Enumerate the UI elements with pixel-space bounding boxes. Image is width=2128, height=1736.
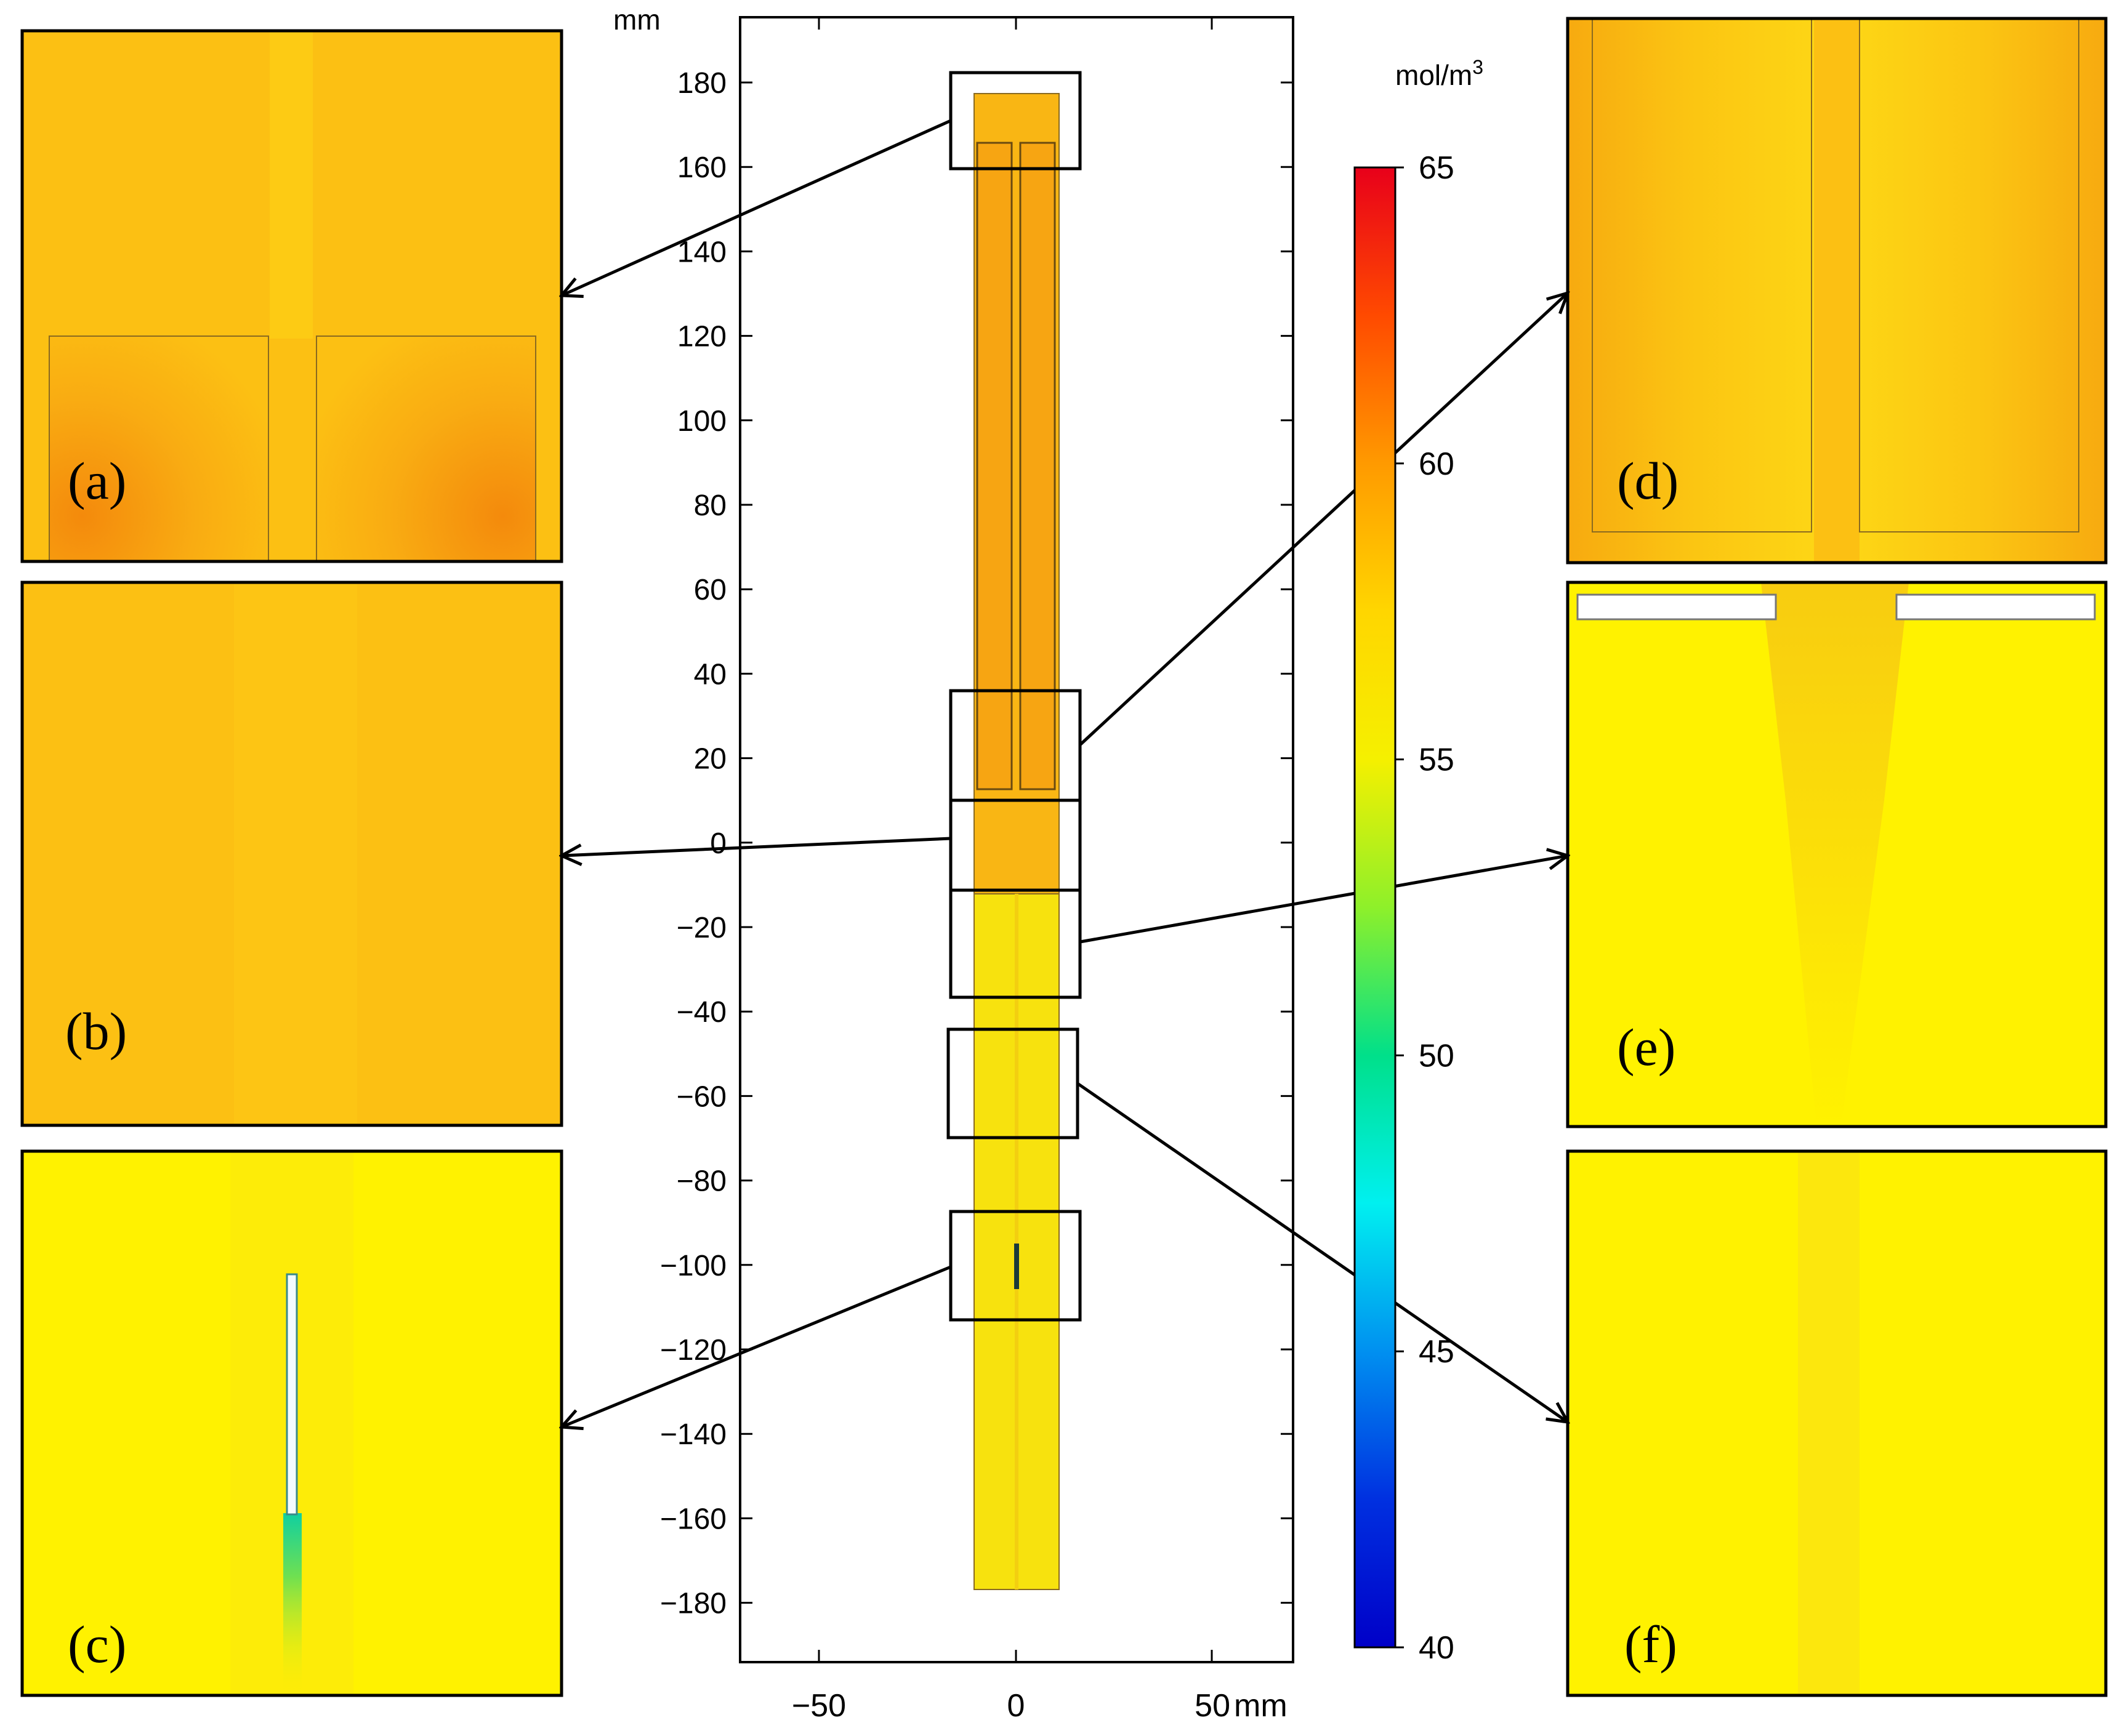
- x-tick-label: 50: [1195, 1688, 1230, 1724]
- y-tick-label: −140: [660, 1418, 727, 1451]
- y-tick-label: −180: [660, 1588, 727, 1620]
- arrow-to-e: [1079, 856, 1568, 944]
- arrow-to-a: [562, 119, 952, 295]
- zoom-box-c: [949, 1210, 1082, 1322]
- x-tick-label: −50: [792, 1688, 846, 1724]
- panel-label-d: (d): [1617, 451, 1679, 510]
- slot-left: [1576, 593, 1777, 621]
- y-tick-label: 180: [677, 67, 727, 100]
- panel-f: (f): [1566, 1149, 2108, 1697]
- panel-b: (b): [20, 581, 563, 1127]
- y-tick-label: −20: [677, 912, 727, 944]
- colorbar-tick-label: 55: [1419, 742, 1454, 778]
- panel-label-e: (e): [1617, 1018, 1675, 1077]
- y-tick-label: −160: [660, 1503, 727, 1535]
- colorbar-unit: mol/m3: [1395, 56, 1483, 91]
- y-tick-label: 40: [694, 658, 727, 691]
- y-tick-label: −60: [677, 1080, 727, 1113]
- upper-insert-right: [1019, 142, 1056, 790]
- y-axis-unit: mm: [613, 4, 661, 36]
- y-tick-label: −120: [660, 1334, 727, 1367]
- panel-a: (a): [20, 29, 563, 563]
- arrow-to-b: [562, 837, 951, 856]
- panel-label-c: (c): [68, 1615, 126, 1674]
- arrow-to-d: [1079, 293, 1568, 746]
- arrow-to-c: [562, 1265, 951, 1427]
- panel-label-f: (f): [1624, 1615, 1677, 1674]
- central-plot: mm 180160140120100806040200−20−40−60−80−…: [613, 4, 1294, 1724]
- y-tick-label: −100: [660, 1250, 727, 1282]
- colorbar-tick-label: 50: [1419, 1038, 1454, 1074]
- y-tick-label: −40: [677, 996, 727, 1029]
- zoom-box-e: [949, 888, 1082, 999]
- colorbar-tick-label: 65: [1419, 150, 1454, 186]
- y-tick-label: 160: [677, 151, 727, 184]
- x-axis-unit: mm: [1234, 1688, 1288, 1724]
- colorbar-tick-label: 60: [1419, 446, 1454, 482]
- panel-label-b: (b): [65, 1002, 127, 1061]
- colorbar-tick-label: 40: [1419, 1630, 1454, 1666]
- lower-probe: [1014, 1244, 1019, 1289]
- colorbar-ticks: 65 60 55 50 45 40: [1395, 150, 1454, 1666]
- probe-slot: [286, 1273, 298, 1516]
- colorbar-gradient: [1353, 166, 1396, 1649]
- panel-label-a: (a): [68, 451, 126, 510]
- upper-insert-left: [976, 142, 1013, 790]
- slot-right: [1895, 593, 2096, 621]
- y-tick-label: −80: [677, 1165, 727, 1198]
- y-tick-label: 60: [694, 574, 727, 606]
- colorbar-tick-label: 45: [1419, 1334, 1454, 1370]
- panel-c: (c): [20, 1149, 563, 1697]
- y-tick-label: 0: [710, 827, 727, 860]
- y-tick-label: 100: [677, 405, 727, 438]
- x-tick-label: 0: [1007, 1688, 1025, 1724]
- panel-d: (d): [1566, 17, 2108, 565]
- arrow-to-f: [1076, 1082, 1568, 1422]
- x-axis-ticks: −50 0 50: [792, 17, 1230, 1724]
- y-tick-label: 120: [677, 321, 727, 353]
- y-tick-label: 80: [694, 489, 727, 522]
- y-axis-ticks: 180160140120100806040200−20−40−60−80−100…: [660, 67, 1293, 1620]
- y-tick-label: 20: [694, 743, 727, 776]
- colorbar: mol/m3 65 60 55 50 45 40: [1353, 56, 1483, 1666]
- callout-arrows: [562, 119, 1568, 1427]
- panel-e: (e): [1566, 581, 2108, 1128]
